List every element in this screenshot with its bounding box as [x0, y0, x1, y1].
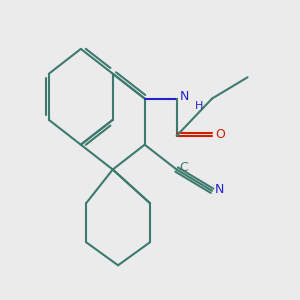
Text: O: O: [215, 128, 225, 140]
Text: C: C: [179, 161, 188, 174]
Text: H: H: [195, 101, 203, 111]
Text: N: N: [215, 182, 224, 196]
Text: N: N: [179, 90, 189, 103]
